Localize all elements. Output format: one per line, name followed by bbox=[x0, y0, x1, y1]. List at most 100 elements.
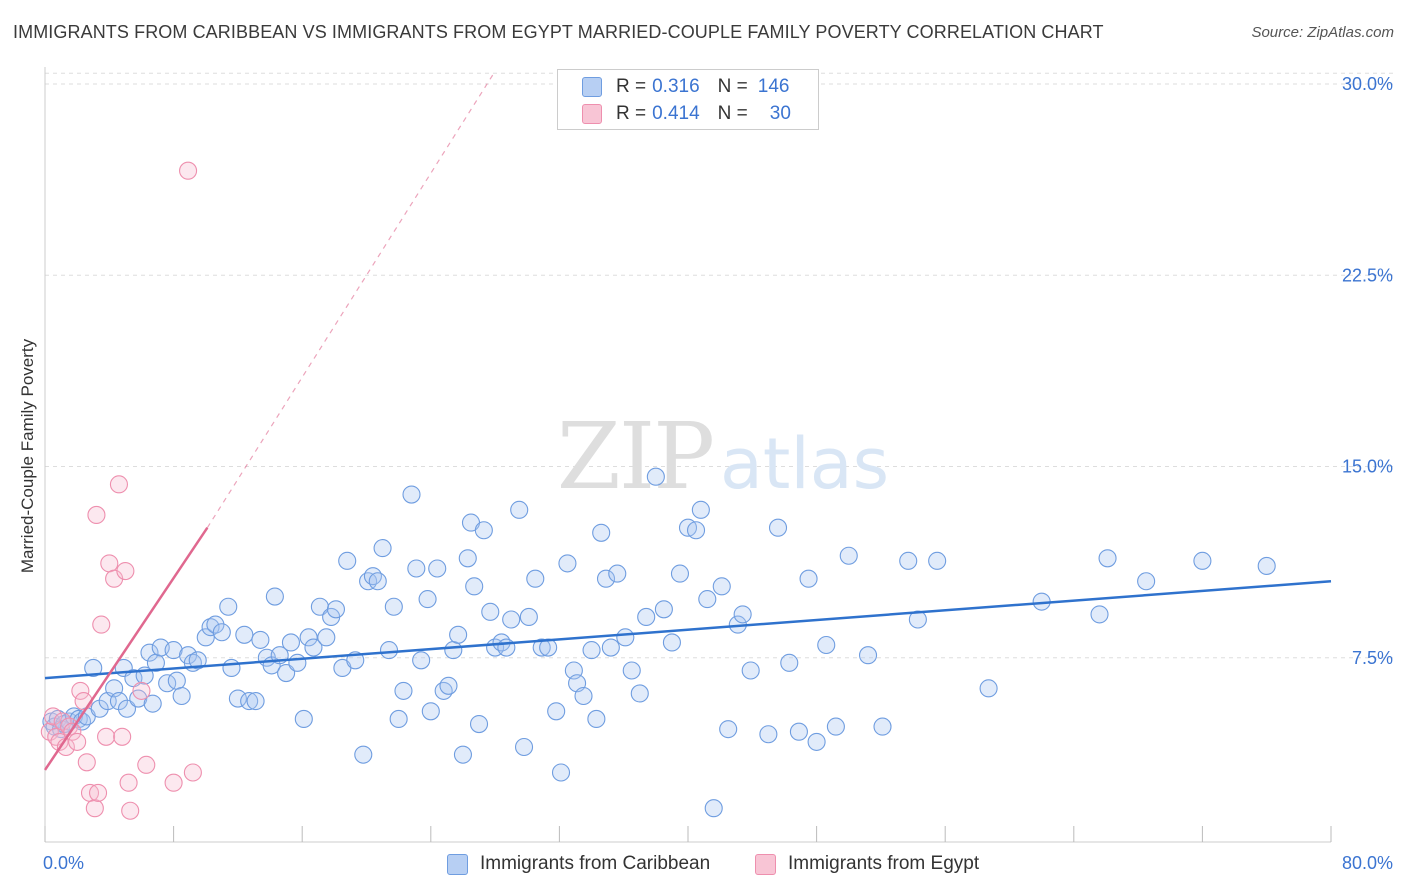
y-tick-label: 7.5% bbox=[1352, 648, 1393, 668]
caribbean-point bbox=[359, 572, 378, 591]
caribbean-point bbox=[354, 745, 373, 764]
caribbean-point bbox=[582, 641, 601, 660]
caribbean-point bbox=[817, 635, 836, 655]
caribbean-point bbox=[140, 643, 159, 662]
caribbean-point bbox=[277, 663, 296, 683]
caribbean-point bbox=[799, 569, 818, 588]
caribbean-point bbox=[299, 628, 318, 647]
y-tick-label: 30.0% bbox=[1342, 74, 1393, 94]
caribbean-point bbox=[251, 630, 270, 649]
bottom-swatch-caribbean bbox=[447, 853, 468, 875]
caribbean-point bbox=[294, 709, 313, 729]
caribbean-point bbox=[574, 686, 593, 706]
caribbean-point bbox=[858, 646, 878, 665]
caribbean-point bbox=[188, 651, 207, 670]
caribbean-point bbox=[124, 669, 143, 688]
caribbean-point bbox=[526, 569, 545, 588]
r-value: 0.316 bbox=[652, 76, 700, 97]
caribbean-point bbox=[206, 615, 225, 634]
x-tick-labels: 0.0% 80.0% bbox=[43, 853, 1393, 873]
egypt-point bbox=[74, 692, 93, 711]
caribbean-point bbox=[304, 638, 323, 657]
egypt-point bbox=[116, 561, 135, 581]
caribbean-point bbox=[84, 658, 103, 678]
egypt-point bbox=[100, 554, 119, 573]
n-label: N = bbox=[717, 76, 748, 97]
caribbean-point bbox=[630, 684, 649, 703]
r-label: R = bbox=[616, 103, 647, 124]
chart-title: IMMIGRANTS FROM CARIBBEAN VS IMMIGRANTS … bbox=[13, 22, 1104, 42]
caribbean-point bbox=[608, 564, 627, 583]
correlation-legend: R = 0.316 N = 146 R = 0.414 N = 30 bbox=[557, 69, 819, 130]
gridlines bbox=[45, 72, 1393, 659]
legend-label-caribbean: Immigrants from Caribbean bbox=[480, 853, 711, 874]
n-value: 146 bbox=[757, 76, 790, 97]
caribbean-point bbox=[654, 600, 673, 619]
egypt-point bbox=[137, 755, 156, 774]
caribbean-point bbox=[558, 554, 577, 573]
caribbean-point bbox=[622, 661, 641, 680]
caribbean-point bbox=[733, 605, 752, 624]
caribbean-point bbox=[592, 523, 611, 542]
caribbean-point bbox=[373, 539, 392, 558]
caribbean-point bbox=[212, 623, 231, 642]
y-tick-label: 15.0% bbox=[1342, 457, 1393, 477]
egypt-point bbox=[132, 681, 151, 700]
caribbean-point bbox=[394, 681, 413, 700]
caribbean-point bbox=[222, 658, 241, 678]
caribbean-point bbox=[759, 725, 778, 744]
caribbean-point bbox=[379, 641, 399, 660]
caribbean-point bbox=[587, 709, 606, 729]
caribbean-point bbox=[519, 607, 538, 627]
caribbean-point bbox=[780, 653, 799, 672]
source-label: Source: ZipAtlas.com bbox=[1251, 24, 1394, 41]
caribbean-point bbox=[532, 638, 551, 657]
legend-item-caribbean: Immigrants from Caribbean bbox=[447, 852, 710, 876]
caribbean-point bbox=[768, 518, 788, 537]
caribbean-point bbox=[164, 641, 183, 660]
caribbean-point bbox=[807, 732, 826, 751]
caribbean-point bbox=[637, 607, 656, 627]
legend-swatch-egypt bbox=[582, 104, 602, 124]
caribbean-point bbox=[789, 722, 808, 741]
r-label: R = bbox=[616, 76, 647, 97]
caribbean-point bbox=[719, 720, 738, 739]
caribbean-point bbox=[928, 551, 947, 570]
legend-row-caribbean: R = 0.316 N = 146 bbox=[582, 75, 789, 99]
egypt-point bbox=[92, 615, 111, 634]
watermark-atlas: atlas bbox=[720, 423, 889, 505]
caribbean-point bbox=[117, 699, 137, 718]
caribbean-point bbox=[228, 689, 247, 708]
legend-swatch-caribbean bbox=[582, 77, 602, 97]
caribbean-point bbox=[497, 638, 516, 657]
egypt-trend-extension bbox=[206, 70, 496, 529]
caribbean-point bbox=[1137, 572, 1156, 591]
trend-lines bbox=[43, 70, 1332, 771]
caribbean-point bbox=[873, 717, 892, 736]
egypt-point bbox=[183, 763, 202, 782]
r-value: 0.414 bbox=[652, 103, 700, 124]
caribbean-point bbox=[826, 717, 845, 736]
caribbean-point bbox=[338, 551, 357, 570]
caribbean-point bbox=[235, 625, 254, 644]
caribbean-point bbox=[502, 610, 521, 629]
caribbean-point bbox=[469, 714, 489, 734]
caribbean-point bbox=[201, 618, 220, 637]
egypt-trend-line bbox=[43, 527, 209, 771]
caribbean-point bbox=[246, 692, 265, 711]
egypt-point bbox=[43, 707, 63, 726]
caribbean-point bbox=[402, 485, 421, 504]
caribbean-point bbox=[465, 577, 484, 596]
caribbean-point bbox=[1193, 551, 1212, 570]
caribbean-point bbox=[172, 686, 191, 706]
egypt-point bbox=[77, 753, 96, 772]
legend-item-egypt: Immigrants from Egypt bbox=[755, 852, 979, 876]
egypt-point bbox=[179, 161, 198, 180]
caribbean-point bbox=[1257, 556, 1276, 576]
caribbean-point bbox=[412, 651, 431, 670]
caribbean-trend-line bbox=[44, 580, 1332, 680]
caribbean-point bbox=[444, 641, 463, 660]
caribbean-point bbox=[458, 549, 477, 568]
caribbean-point bbox=[839, 546, 858, 565]
caribbean-point bbox=[551, 763, 571, 782]
